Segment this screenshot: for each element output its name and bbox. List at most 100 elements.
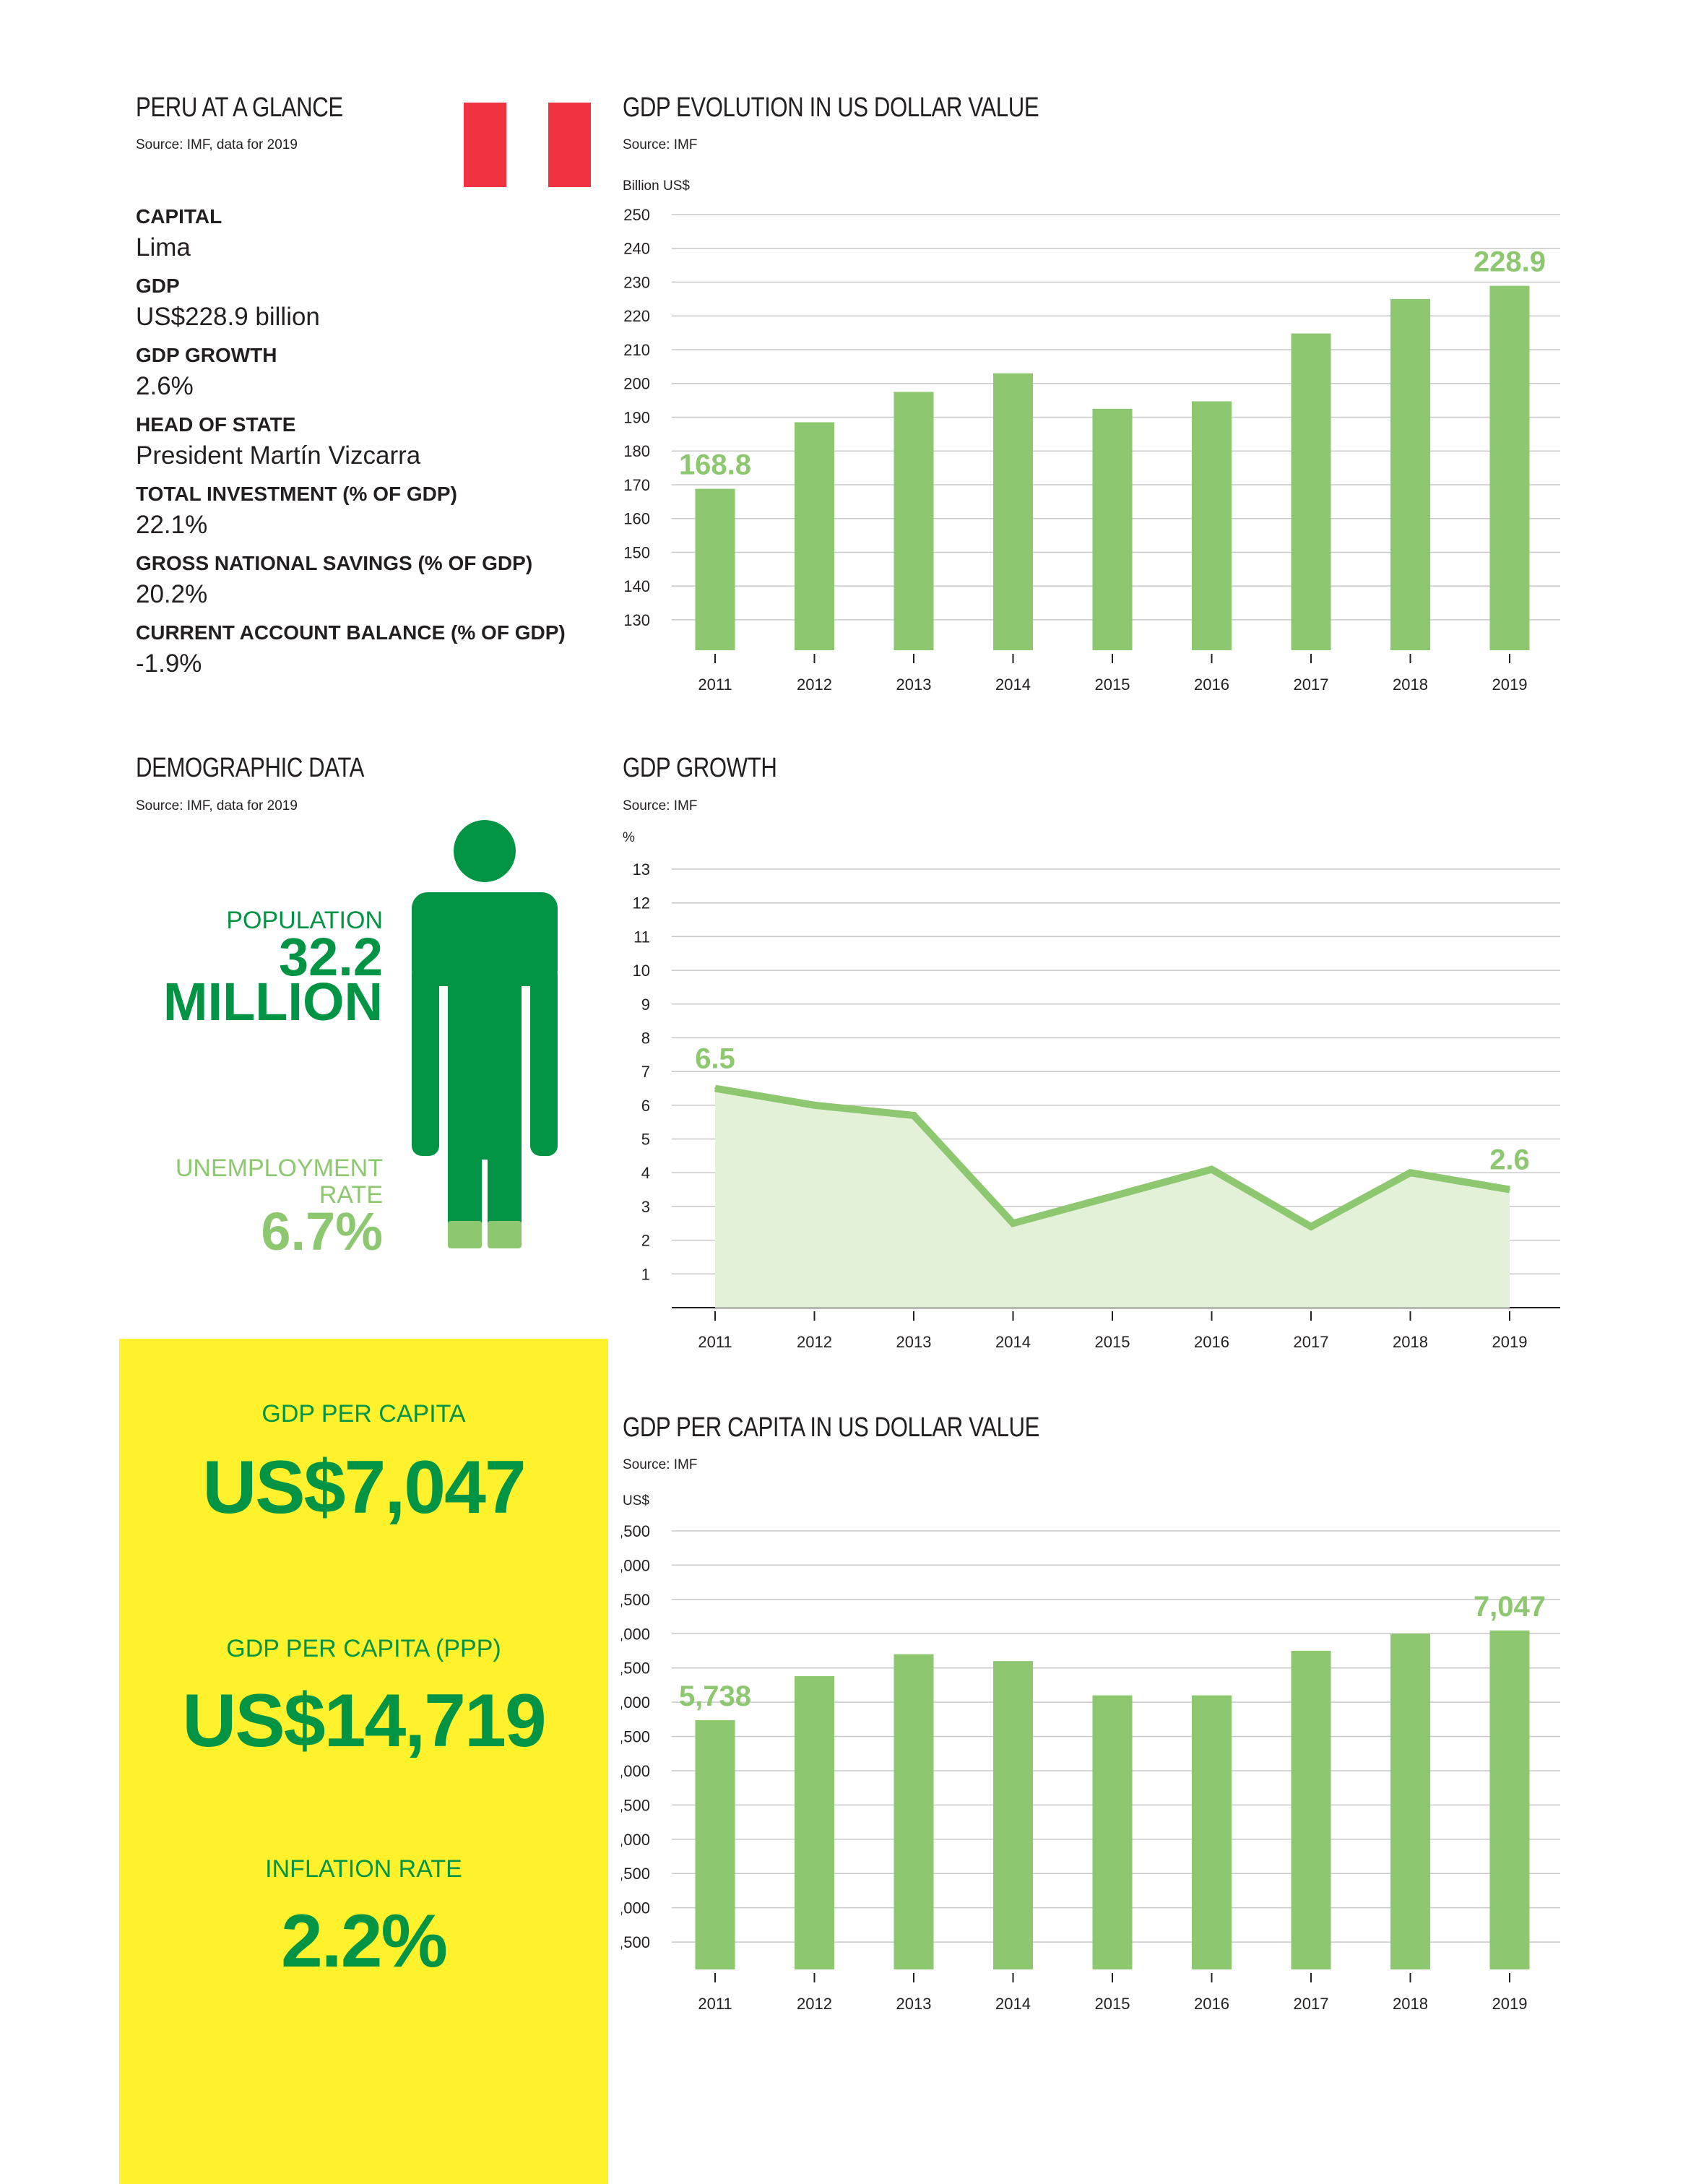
chart-0-bar-2012 (795, 422, 834, 650)
chart-1-xtick: 2016 (1194, 1333, 1229, 1351)
chart-growth-source: Source: IMF (623, 798, 698, 813)
chart-2-xtick: 2014 (995, 1995, 1031, 2013)
chart-1-point-2015 (1112, 1195, 1113, 1197)
chart-0-xtick: 2012 (797, 676, 832, 694)
chart-0-ytick: 180 (623, 442, 650, 460)
unemployment-value: 6.7% (261, 1201, 383, 1261)
chart-2-ytick: 4,000 (621, 1831, 650, 1849)
chart-2-bar-2011 (695, 1719, 735, 1969)
chart-2-xtick: 2013 (896, 1995, 932, 2013)
inflation-value: 2.2% (280, 1899, 448, 1983)
chart-0-ytick: 210 (623, 341, 650, 359)
gdp-per-capita-bar-chart: US$ 2,500 3,000 3,500 4,000 4,500 5,000 5,500 6,… (621, 1493, 1560, 2013)
gdp-per-capita-value: US$7,047 (202, 1446, 527, 1529)
chart-1-ytick: 3 (641, 1198, 650, 1216)
population-unit: MILLION (163, 972, 383, 1032)
chart-1-ytick: 8 (641, 1029, 650, 1047)
chart-1-point-2011 (714, 1087, 716, 1089)
chart-2-xtick: 2015 (1095, 1995, 1130, 2013)
chart-2-xtick: 2017 (1294, 1995, 1329, 2013)
chart-2-ytick: 2,500 (621, 1933, 650, 1951)
chart-growth-title: GDP GROWTH (623, 753, 777, 783)
chart-1-xtick: 2019 (1492, 1333, 1528, 1351)
chart-2-unit-label: US$ (623, 1493, 649, 1508)
chart-1-xtick: 2012 (797, 1333, 832, 1351)
chart-1-point-2013 (913, 1114, 914, 1116)
chart-0-unit-label: Billion US$ (623, 178, 690, 194)
chart-2-bar-2018 (1390, 1633, 1430, 1969)
fact-label-current-account: CURRENT ACCOUNT BALANCE (% OF GDP) (136, 621, 566, 644)
chart-0-data-label: 168.8 (679, 449, 751, 481)
chart-1-ytick: 10 (633, 962, 650, 980)
chart-0-bar-2017 (1291, 333, 1331, 650)
chart-0-ytick: 220 (623, 307, 650, 325)
chart-0-xtick: 2017 (1294, 676, 1329, 694)
chart-1-xtick: 2018 (1393, 1333, 1428, 1351)
chart-2-ytick: 5,000 (621, 1762, 650, 1780)
chart-1-data-label: 6.5 (695, 1043, 735, 1075)
fact-value-savings: 20.2% (136, 580, 208, 608)
chart-1-ytick: 2 (641, 1232, 650, 1250)
chart-1-ytick: 11 (633, 928, 650, 946)
fact-label-gdp-growth: GDP GROWTH (136, 344, 277, 366)
fact-label-head-of-state: HEAD OF STATE (136, 413, 296, 436)
chart-1-xtick: 2011 (698, 1333, 732, 1351)
chart-1-ytick: 1 (641, 1265, 650, 1283)
chart-2-ytick: 5,500 (621, 1728, 650, 1746)
chart-2-ytick: 7,000 (621, 1625, 650, 1643)
fact-label-savings: GROSS NATIONAL SAVINGS (% OF GDP) (136, 552, 533, 574)
chart-1-point-2019 (1509, 1188, 1510, 1191)
fact-value-gdp: US$228.9 billion (136, 303, 320, 331)
chart-0-ytick: 230 (623, 273, 650, 291)
chart-2-ytick: 6,000 (621, 1693, 650, 1712)
chart-0-ytick: 170 (623, 476, 650, 494)
chart-2-xtick: 2012 (797, 1995, 832, 2013)
chart-0-xtick: 2019 (1492, 676, 1528, 694)
gdp-ppp-label: GDP PER CAPITA (PPP) (226, 1635, 501, 1662)
chart-1-xtick: 2013 (896, 1333, 932, 1351)
chart-1-unit-label: % (623, 830, 635, 845)
chart-1-xtick: 2017 (1294, 1333, 1329, 1351)
fact-label-capital: CAPITAL (136, 205, 222, 228)
demographic-title: DEMOGRAPHIC DATA (136, 753, 365, 783)
chart-2-ytick: 3,000 (621, 1899, 650, 1917)
chart-2-xtick: 2011 (698, 1995, 732, 2013)
chart-2-ytick: 6,500 (621, 1659, 650, 1678)
glance-title: PERU AT A GLANCE (136, 92, 343, 123)
chart-0-ytick: 150 (623, 543, 650, 561)
chart-1-point-2012 (813, 1104, 815, 1106)
chart-1-point-2018 (1409, 1172, 1411, 1174)
chart-1-ytick: 5 (641, 1131, 650, 1149)
chart-0-ytick: 140 (623, 577, 650, 595)
fact-value-capital: Lima (136, 233, 191, 262)
chart-2-bar-2019 (1489, 1630, 1530, 1969)
chart-0-ytick: 190 (623, 408, 650, 426)
chart-2-bar-2015 (1092, 1695, 1133, 1969)
glance-source: Source: IMF, data for 2019 (136, 137, 298, 152)
chart-2-ytick: 3,500 (621, 1865, 650, 1883)
gdp-per-capita-label: GDP PER CAPITA (261, 1400, 466, 1428)
chart-0-bar-2015 (1092, 408, 1133, 650)
fact-value-head-of-state: President Martín Vizcarra (136, 441, 421, 470)
chart-1-xtick: 2015 (1095, 1333, 1130, 1351)
person-icon (412, 820, 558, 1250)
chart-1-ytick: 4 (641, 1164, 650, 1182)
chart-0-ytick: 250 (623, 206, 650, 224)
chart-1-ytick: 6 (641, 1097, 650, 1115)
fact-label-investment: TOTAL INVESTMENT (% OF GDP) (136, 483, 457, 505)
fact-value-current-account: -1.9% (136, 649, 202, 678)
fact-label-gdp: GDP (136, 275, 180, 297)
chart-pc-source: Source: IMF (623, 1457, 698, 1472)
chart-1-data-label: 2.6 (1489, 1144, 1530, 1176)
chart-0-ytick: 160 (623, 510, 650, 528)
chart-2-ytick: 8,000 (621, 1556, 650, 1574)
unemployment-label-2: RATE (319, 1181, 383, 1209)
chart-0-data-label: 228.9 (1474, 246, 1546, 278)
chart-2-bar-2017 (1291, 1650, 1331, 1969)
chart-1-ytick: 13 (633, 860, 650, 879)
population-value: 32.2 (278, 927, 383, 987)
chart-0-ytick: 240 (623, 240, 650, 258)
gdp-ppp-value: US$14,719 (182, 1679, 546, 1763)
chart-0-ytick: 130 (623, 611, 650, 629)
